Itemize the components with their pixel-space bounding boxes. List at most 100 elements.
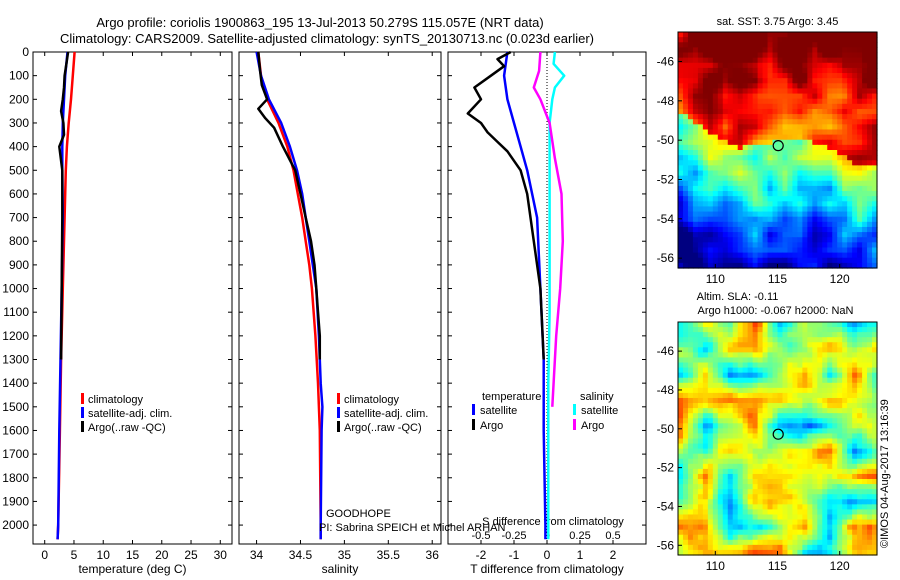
map-cell xyxy=(732,93,739,100)
map-cell xyxy=(742,201,749,208)
map-title-line1: Altim. SLA: -0.11 xyxy=(697,291,779,303)
map-cell xyxy=(732,170,739,177)
salinity-tick-label: -0.5 xyxy=(472,530,491,542)
map-cell xyxy=(682,514,689,521)
figure-title-line2: Climatology: CARS2009. Satellite-adjuste… xyxy=(60,31,594,46)
map-cell xyxy=(787,539,794,546)
map-cell xyxy=(787,42,794,48)
map-cell xyxy=(862,499,868,505)
map-cell xyxy=(762,484,769,490)
map-cell xyxy=(797,529,803,536)
map-cell xyxy=(792,387,798,394)
map-cell xyxy=(727,144,734,151)
map-cell xyxy=(787,458,794,465)
map-cell xyxy=(872,67,878,74)
map-cell xyxy=(782,418,789,424)
map-cell xyxy=(852,139,858,146)
map-cell xyxy=(847,514,853,521)
map-cell xyxy=(752,73,759,79)
map-cell xyxy=(777,433,784,440)
map-cell xyxy=(757,114,764,120)
map-cell xyxy=(727,201,734,208)
y-tick-label: 1900 xyxy=(2,494,29,508)
map-cell xyxy=(787,524,794,531)
map-cell xyxy=(872,473,878,480)
map-cell xyxy=(862,108,868,115)
map-cell xyxy=(737,124,744,131)
map-cell xyxy=(797,247,803,254)
map-cell xyxy=(777,392,784,399)
map-cell xyxy=(827,211,833,218)
map-cell xyxy=(767,362,774,369)
map-cell xyxy=(762,413,769,419)
map-cell xyxy=(702,504,709,511)
x-tick-label: 25 xyxy=(184,548,198,562)
map-cell xyxy=(697,549,704,556)
map-cell xyxy=(767,129,774,136)
map-cell xyxy=(687,170,694,177)
map-cell xyxy=(867,327,873,333)
map-cell xyxy=(852,67,858,74)
map-cell xyxy=(837,62,843,69)
map-cell xyxy=(767,332,774,338)
map-cell xyxy=(777,165,784,172)
map-cell xyxy=(832,463,838,470)
map-cell xyxy=(747,134,754,141)
map-cell xyxy=(762,124,769,131)
map-cell xyxy=(812,423,818,429)
map-cell xyxy=(722,413,729,419)
map-cell xyxy=(702,479,709,485)
map-cell xyxy=(797,206,803,213)
map-cell xyxy=(777,509,784,516)
map-cell xyxy=(792,433,798,440)
map-cell xyxy=(837,519,843,526)
map-cell xyxy=(712,544,719,551)
map-cell xyxy=(832,37,838,43)
map-cell xyxy=(747,170,754,177)
map-cell xyxy=(852,170,858,177)
map-cell xyxy=(757,37,764,43)
y-tick-label: 600 xyxy=(9,187,29,201)
map-cell xyxy=(867,539,873,546)
map-cell xyxy=(822,150,828,156)
map-cell xyxy=(747,428,754,435)
map-cell xyxy=(837,134,843,141)
map-cell xyxy=(792,357,798,364)
map-cell xyxy=(837,139,843,146)
map-cell xyxy=(797,524,803,531)
map-cell xyxy=(807,377,813,384)
map-cell xyxy=(837,67,843,74)
map-cell xyxy=(747,539,754,546)
map-cell xyxy=(682,397,689,404)
map-cell xyxy=(742,237,749,243)
map-cell xyxy=(862,226,868,233)
map-cell xyxy=(697,88,704,95)
map-cell xyxy=(807,226,813,233)
map-cell xyxy=(817,418,823,424)
map-cell xyxy=(732,108,739,115)
y-tick-label: 1100 xyxy=(3,305,29,319)
map-cell xyxy=(867,438,873,445)
map-cell xyxy=(822,382,828,389)
map-cell xyxy=(702,226,709,233)
map-cell xyxy=(697,377,704,384)
map-cell xyxy=(707,160,714,166)
map-cell xyxy=(682,257,689,264)
map-cell xyxy=(802,337,808,343)
map-cell xyxy=(767,377,774,384)
map-cell xyxy=(722,216,729,223)
map-cell xyxy=(817,549,823,556)
map-cell xyxy=(747,403,754,409)
map-cell xyxy=(682,504,689,511)
legend-swatch xyxy=(81,407,84,418)
map-y-tick-label: -52 xyxy=(657,461,675,475)
map-cell xyxy=(682,150,689,156)
map-cell xyxy=(837,387,843,394)
map-cell xyxy=(827,62,833,69)
map-cell xyxy=(812,322,818,328)
map-cell xyxy=(678,211,684,218)
map-cell xyxy=(847,534,853,541)
map-cell xyxy=(792,504,798,511)
map-cell xyxy=(752,458,759,465)
